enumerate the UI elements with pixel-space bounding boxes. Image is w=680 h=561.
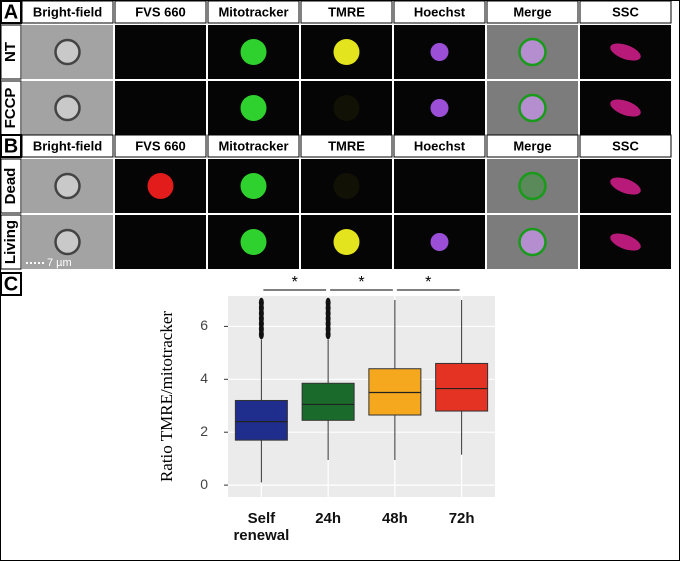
y-tick-label: 0	[200, 476, 208, 492]
y-tick-label: 2	[200, 423, 208, 439]
cell-merge	[518, 171, 547, 201]
box	[435, 362, 489, 412]
y-axis-label: Ratio TMRE/mitotracker	[157, 311, 176, 482]
outlier	[325, 297, 331, 308]
header-cell	[579, 0, 672, 24]
row-label: Living	[2, 220, 19, 264]
x-tick-label: Self renewal	[233, 510, 290, 544]
row-label-box	[0, 214, 22, 270]
box	[368, 368, 422, 416]
box	[234, 399, 288, 441]
panel-letter-box	[0, 0, 22, 24]
x-tick-label: 72h	[448, 510, 475, 527]
cell-outline	[54, 38, 81, 66]
cell-outline	[54, 172, 81, 200]
header-cell	[393, 134, 486, 158]
micrograph	[115, 81, 206, 135]
cell-outline	[54, 94, 81, 122]
column-header: Hoechst	[414, 4, 466, 19]
y-tick-label: 4	[200, 370, 208, 386]
panel-letter-box	[0, 272, 22, 296]
micrograph	[394, 159, 485, 213]
row-label: Dead	[2, 168, 19, 205]
cell-signal	[240, 229, 267, 255]
column-header: FVS 660	[135, 4, 186, 19]
micrograph	[115, 215, 206, 269]
header-cell	[114, 0, 207, 24]
row-label: FCCP	[2, 88, 19, 129]
x-tick-label: 48h	[381, 510, 408, 527]
cell-merge	[518, 37, 547, 67]
header-cell	[21, 134, 114, 158]
header-cell	[207, 0, 300, 24]
micrograph	[301, 159, 392, 213]
cell-signal	[430, 43, 449, 61]
panel-letter: B	[4, 135, 18, 157]
column-header: Mitotracker	[218, 138, 288, 153]
cell-scatter	[610, 99, 641, 117]
box	[301, 382, 355, 421]
header-cell	[21, 0, 114, 24]
header-cell	[300, 0, 393, 24]
cell-merge	[518, 227, 547, 257]
column-header: Merge	[513, 4, 551, 19]
cell-signal	[240, 39, 267, 65]
column-header: Merge	[513, 138, 551, 153]
significance-label: *	[425, 274, 431, 291]
column-header: Hoechst	[414, 138, 466, 153]
cell-scatter	[610, 233, 641, 251]
panel-letter-box	[0, 134, 22, 158]
column-header: TMRE	[328, 4, 365, 19]
panel-letter: C	[4, 273, 18, 295]
column-header: Bright-field	[33, 4, 102, 19]
header-cell	[114, 134, 207, 158]
column-header: Mitotracker	[218, 4, 288, 19]
header-cell	[300, 134, 393, 158]
column-header: SSC	[612, 4, 639, 19]
cell-signal	[333, 95, 360, 121]
significance-label: *	[292, 274, 298, 291]
column-header: Bright-field	[33, 138, 102, 153]
cell-signal	[240, 95, 267, 121]
cell-signal	[333, 173, 360, 199]
header-cell	[207, 134, 300, 158]
x-tick-label: 24h	[315, 510, 342, 527]
cell-outline	[54, 228, 81, 256]
significance-label: *	[358, 274, 364, 291]
cell-scatter	[610, 43, 641, 61]
outlier	[258, 297, 264, 308]
scale-bar-label: 7 µm	[47, 257, 72, 269]
y-tick-label: 6	[200, 317, 208, 333]
micrograph	[301, 81, 392, 135]
row-label-box	[0, 24, 22, 80]
row-label-box	[0, 158, 22, 214]
row-label: NT	[2, 42, 19, 62]
cell-signal	[430, 99, 449, 117]
cell-signal	[430, 233, 449, 251]
header-cell	[486, 0, 579, 24]
column-header: FVS 660	[135, 138, 186, 153]
cell-signal	[240, 173, 267, 199]
header-cell	[486, 134, 579, 158]
micrograph	[115, 25, 206, 79]
panel-letter: A	[4, 1, 18, 23]
column-header: SSC	[612, 138, 639, 153]
header-cell	[579, 134, 672, 158]
cell-signal	[333, 229, 360, 255]
cell-signal	[147, 173, 174, 199]
column-header: TMRE	[328, 138, 365, 153]
cell-merge	[518, 93, 547, 123]
cell-signal	[333, 39, 360, 65]
header-cell	[393, 0, 486, 24]
cell-scatter	[610, 177, 641, 195]
